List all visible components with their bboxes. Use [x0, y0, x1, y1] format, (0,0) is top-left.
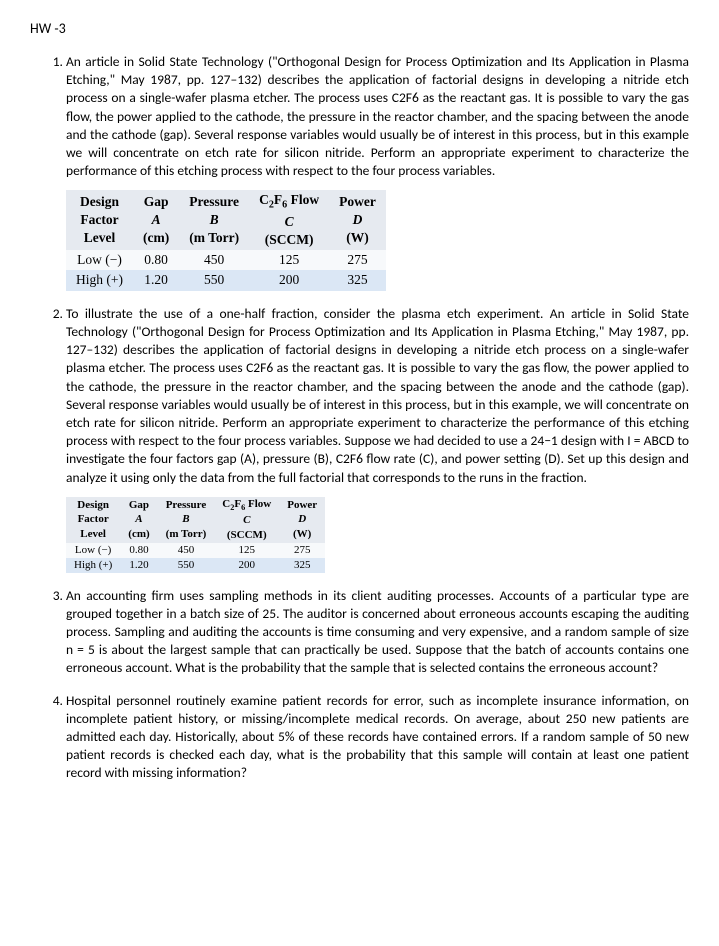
problem-2: To illustrate the use of a one-half frac… — [66, 305, 689, 573]
factor-table-1: DesignFactorLevel GapA(cm) PressureB(m T… — [66, 190, 386, 290]
problem-3-text: An accounting firm uses sampling methods… — [66, 587, 689, 677]
th-pressure: PressureB(m Torr) — [158, 497, 215, 543]
th-design: DesignFactorLevel — [66, 190, 133, 250]
th-gap: GapA(cm) — [133, 190, 179, 250]
cell: 550 — [179, 270, 249, 290]
th-design: DesignFactorLevel — [66, 497, 120, 543]
problem-2-text: To illustrate the use of a one-half frac… — [66, 305, 689, 487]
th-gap: GapA(cm) — [120, 497, 157, 543]
problem-list: An article in Solid State Technology ("O… — [30, 53, 689, 783]
table-row: High (+) 1.20 550 200 325 — [66, 558, 325, 573]
cell: 0.80 — [133, 250, 179, 270]
cell: Low (−) — [66, 543, 120, 558]
problem-1-text: An article in Solid State Technology ("O… — [66, 53, 689, 181]
th-flow: C2F6 FlowC(SCCM) — [249, 190, 329, 250]
th-pressure: PressureB(m Torr) — [179, 190, 249, 250]
cell: High (+) — [66, 558, 120, 573]
hw-title: HW -3 — [30, 20, 689, 39]
cell: 200 — [249, 270, 329, 290]
cell: 1.20 — [120, 558, 157, 573]
problem-4-text: Hospital personnel routinely examine pat… — [66, 692, 689, 782]
table-row: Low (−) 0.80 450 125 275 — [66, 543, 325, 558]
cell: 200 — [214, 558, 279, 573]
th-power: PowerD(W) — [279, 497, 325, 543]
cell: 325 — [279, 558, 325, 573]
th-flow: C2F6 FlowC(SCCM) — [214, 497, 279, 543]
cell: 275 — [329, 250, 386, 270]
problem-4: Hospital personnel routinely examine pat… — [66, 692, 689, 783]
cell: Low (−) — [66, 250, 133, 270]
cell: 125 — [214, 543, 279, 558]
cell: 0.80 — [120, 543, 157, 558]
problem-1: An article in Solid State Technology ("O… — [66, 53, 689, 291]
cell: 1.20 — [133, 270, 179, 290]
cell: 450 — [179, 250, 249, 270]
factor-table-2: DesignFactorLevel GapA(cm) PressureB(m T… — [66, 497, 325, 573]
cell: 275 — [279, 543, 325, 558]
cell: 450 — [158, 543, 215, 558]
problem-3: An accounting firm uses sampling methods… — [66, 587, 689, 678]
cell: 325 — [329, 270, 386, 290]
table-row: High (+) 1.20 550 200 325 — [66, 270, 386, 290]
cell: High (+) — [66, 270, 133, 290]
cell: 125 — [249, 250, 329, 270]
table-row: Low (−) 0.80 450 125 275 — [66, 250, 386, 270]
cell: 550 — [158, 558, 215, 573]
th-power: PowerD(W) — [329, 190, 386, 250]
